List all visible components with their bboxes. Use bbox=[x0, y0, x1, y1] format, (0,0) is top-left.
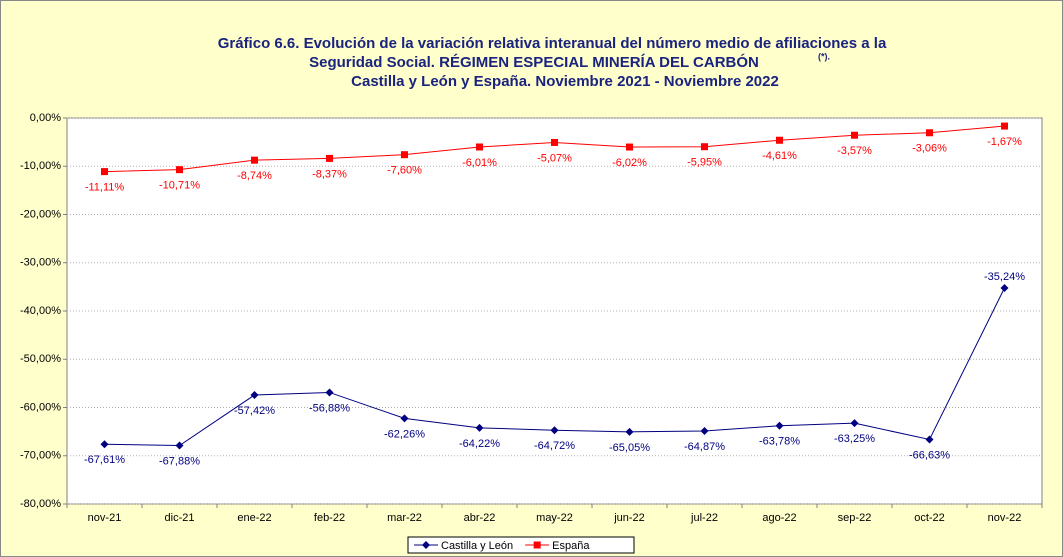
data-label: -3,57% bbox=[837, 145, 872, 157]
legend-marker bbox=[533, 541, 541, 549]
data-label: -8,37% bbox=[312, 168, 347, 180]
data-point bbox=[1001, 122, 1008, 130]
data-point bbox=[926, 129, 933, 137]
x-tick-label: dic-21 bbox=[165, 512, 195, 524]
data-label: -3,06% bbox=[912, 143, 947, 155]
data-label: -64,22% bbox=[459, 438, 500, 450]
data-label: -64,72% bbox=[534, 440, 575, 452]
title-note: (*). bbox=[818, 51, 830, 61]
data-label: -10,71% bbox=[159, 180, 200, 192]
data-point bbox=[551, 138, 558, 146]
chart-title: Gráfico 6.6. Evolución de la variación r… bbox=[218, 35, 887, 52]
data-label: -35,24% bbox=[984, 271, 1025, 283]
data-label: -57,42% bbox=[234, 405, 275, 417]
chart-title: Castilla y León y España. Noviembre 2021… bbox=[351, 73, 779, 90]
x-tick-label: mar-22 bbox=[387, 512, 422, 524]
data-label: -63,78% bbox=[759, 436, 800, 448]
data-label: -4,61% bbox=[762, 150, 797, 162]
legend-box bbox=[407, 536, 635, 554]
data-point bbox=[701, 143, 708, 151]
legend-label: Castilla y León bbox=[441, 540, 513, 552]
y-tick-label: -50,00% bbox=[20, 353, 61, 365]
x-tick-label: nov-21 bbox=[88, 512, 122, 524]
x-tick-label: nov-22 bbox=[988, 512, 1022, 524]
y-tick-label: -60,00% bbox=[20, 401, 61, 413]
data-label: -6,02% bbox=[612, 157, 647, 169]
data-point bbox=[925, 435, 934, 444]
data-label: -65,05% bbox=[609, 442, 650, 454]
data-label: -7,60% bbox=[387, 165, 422, 177]
data-label: -1,67% bbox=[987, 136, 1022, 148]
x-tick-label: ene-22 bbox=[237, 512, 271, 524]
y-tick-label: -40,00% bbox=[20, 305, 61, 317]
data-point bbox=[475, 423, 484, 432]
y-tick-label: -70,00% bbox=[20, 450, 61, 462]
data-label: -63,25% bbox=[834, 433, 875, 445]
data-point bbox=[101, 168, 108, 176]
data-label: -67,61% bbox=[84, 454, 125, 466]
legend-marker bbox=[422, 541, 430, 549]
chart-title: Seguridad Social. RÉGIMEN ESPECIAL MINER… bbox=[309, 53, 759, 71]
x-tick-label: oct-22 bbox=[914, 512, 945, 524]
data-point bbox=[851, 131, 858, 139]
data-label: -6,01% bbox=[462, 157, 497, 169]
y-tick-label: 0,00% bbox=[30, 112, 61, 124]
legend-label: España bbox=[552, 540, 590, 552]
y-tick-label: -30,00% bbox=[20, 257, 61, 269]
data-point bbox=[326, 154, 333, 162]
data-point bbox=[700, 426, 709, 435]
data-point bbox=[325, 388, 334, 397]
data-label: -56,88% bbox=[309, 402, 350, 414]
data-label: -62,26% bbox=[384, 428, 425, 440]
data-point bbox=[401, 151, 408, 159]
y-tick-label: -20,00% bbox=[20, 208, 61, 220]
x-tick-label: jun-22 bbox=[613, 512, 645, 524]
x-tick-label: may-22 bbox=[536, 512, 573, 524]
data-point bbox=[625, 427, 634, 436]
x-tick-label: sep-22 bbox=[838, 512, 872, 524]
y-tick-label: -10,00% bbox=[20, 160, 61, 172]
data-point bbox=[850, 419, 859, 428]
data-point bbox=[176, 166, 183, 174]
data-point bbox=[400, 414, 409, 423]
data-point bbox=[776, 136, 783, 144]
data-label: -5,95% bbox=[687, 157, 722, 169]
data-label: -64,87% bbox=[684, 441, 725, 453]
data-point bbox=[100, 440, 109, 449]
data-point bbox=[550, 426, 559, 435]
data-point bbox=[775, 421, 784, 430]
data-point bbox=[251, 156, 258, 164]
data-point bbox=[175, 441, 184, 450]
y-tick-label: -80,00% bbox=[20, 498, 61, 510]
data-point bbox=[1000, 284, 1009, 293]
x-tick-label: feb-22 bbox=[314, 512, 345, 524]
data-label: -5,07% bbox=[537, 152, 572, 164]
data-label: -66,63% bbox=[909, 449, 950, 461]
data-label: -8,74% bbox=[237, 170, 272, 182]
x-tick-label: ago-22 bbox=[762, 512, 796, 524]
data-label: -11,11% bbox=[85, 182, 125, 194]
x-tick-label: abr-22 bbox=[464, 512, 496, 524]
data-point bbox=[250, 391, 259, 400]
x-tick-label: jul-22 bbox=[690, 512, 718, 524]
data-point bbox=[626, 143, 633, 151]
data-point bbox=[476, 143, 483, 151]
data-label: -67,88% bbox=[159, 455, 200, 467]
